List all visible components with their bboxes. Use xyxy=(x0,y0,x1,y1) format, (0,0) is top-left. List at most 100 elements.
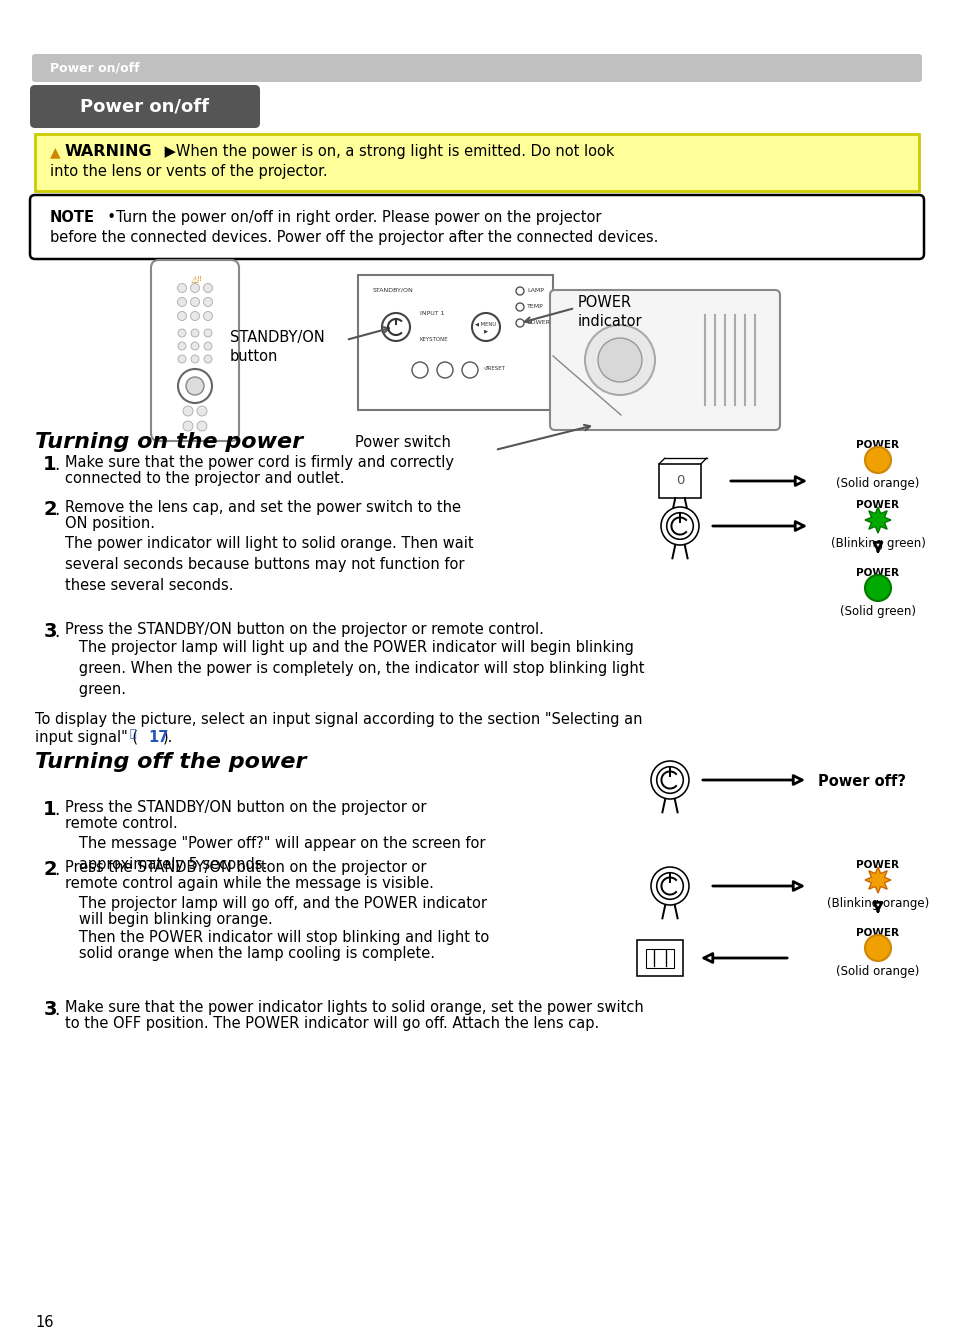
Circle shape xyxy=(864,447,890,473)
Text: ◀ MENU: ◀ MENU xyxy=(475,321,497,327)
Text: 2: 2 xyxy=(43,860,57,878)
Circle shape xyxy=(516,287,523,295)
Text: 16: 16 xyxy=(35,1315,53,1330)
Text: ▲: ▲ xyxy=(50,145,61,159)
Text: The message "Power off?" will appear on the screen for
   approximately 5 second: The message "Power off?" will appear on … xyxy=(65,836,485,872)
Text: Power on/off: Power on/off xyxy=(50,62,139,75)
Text: into the lens or vents of the projector.: into the lens or vents of the projector. xyxy=(50,163,327,179)
Text: Power switch: Power switch xyxy=(355,435,451,450)
FancyBboxPatch shape xyxy=(637,940,682,976)
Text: .: . xyxy=(54,501,59,520)
Circle shape xyxy=(461,362,477,378)
Text: (Solid orange): (Solid orange) xyxy=(836,965,919,977)
Text: POWER
indicator: POWER indicator xyxy=(578,295,642,328)
Text: 3: 3 xyxy=(43,1000,56,1019)
Circle shape xyxy=(178,355,186,363)
Circle shape xyxy=(191,297,199,307)
Polygon shape xyxy=(864,866,890,893)
Text: 3: 3 xyxy=(43,623,56,641)
FancyBboxPatch shape xyxy=(30,84,260,129)
Circle shape xyxy=(196,420,207,431)
Text: (Solid green): (Solid green) xyxy=(840,605,915,619)
FancyBboxPatch shape xyxy=(35,134,918,191)
Text: Press the STANDBY/ON button on the projector or remote control.: Press the STANDBY/ON button on the proje… xyxy=(65,623,543,637)
Text: POWER: POWER xyxy=(856,499,899,510)
Text: KEYSTONE: KEYSTONE xyxy=(419,337,448,341)
Text: •Turn the power on/off in right order. Please power on the projector: •Turn the power on/off in right order. P… xyxy=(98,210,601,225)
Circle shape xyxy=(204,355,212,363)
Text: POWER: POWER xyxy=(856,928,899,939)
Text: .: . xyxy=(54,623,59,641)
Circle shape xyxy=(381,313,410,341)
Text: .: . xyxy=(54,801,59,819)
FancyBboxPatch shape xyxy=(645,948,674,968)
Circle shape xyxy=(178,329,186,337)
Text: 1: 1 xyxy=(43,455,57,474)
Text: remote control again while the message is visible.: remote control again while the message i… xyxy=(65,876,434,890)
FancyBboxPatch shape xyxy=(357,274,553,410)
Text: Turning on the power: Turning on the power xyxy=(35,432,303,453)
Circle shape xyxy=(191,329,199,337)
Text: connected to the projector and outlet.: connected to the projector and outlet. xyxy=(65,471,344,486)
Circle shape xyxy=(203,312,213,320)
Circle shape xyxy=(584,325,655,395)
Circle shape xyxy=(178,341,186,349)
Text: .: . xyxy=(54,1002,59,1019)
Circle shape xyxy=(864,935,890,961)
FancyBboxPatch shape xyxy=(550,291,780,430)
Text: To display the picture, select an input signal according to the section "Selecti: To display the picture, select an input … xyxy=(35,712,641,727)
Text: POWER: POWER xyxy=(856,568,899,578)
Text: input signal" (: input signal" ( xyxy=(35,730,138,744)
Text: ▶When the power is on, a strong light is emitted. Do not look: ▶When the power is on, a strong light is… xyxy=(160,145,614,159)
Text: remote control.: remote control. xyxy=(65,815,177,832)
Text: TEMP: TEMP xyxy=(526,304,543,309)
Text: 17: 17 xyxy=(148,730,168,744)
Circle shape xyxy=(177,312,186,320)
Text: Make sure that the power indicator lights to solid orange, set the power switch: Make sure that the power indicator light… xyxy=(65,1000,643,1015)
Circle shape xyxy=(864,574,890,601)
Circle shape xyxy=(203,284,213,292)
Text: Power off?: Power off? xyxy=(817,774,905,789)
Circle shape xyxy=(472,313,499,341)
Circle shape xyxy=(177,297,186,307)
Text: STANDBY/ON: STANDBY/ON xyxy=(373,287,414,292)
Text: solid orange when the lamp cooling is complete.: solid orange when the lamp cooling is co… xyxy=(65,945,435,961)
Text: 0: 0 xyxy=(675,474,683,487)
Text: Press the STANDBY/ON button on the projector or: Press the STANDBY/ON button on the proje… xyxy=(65,799,426,815)
Text: ↺RESET: ↺RESET xyxy=(482,366,504,371)
Text: (Blinking orange): (Blinking orange) xyxy=(826,897,928,911)
Text: WARNING: WARNING xyxy=(65,145,152,159)
Text: .: . xyxy=(54,861,59,878)
Text: before the connected devices. Power off the projector after the connected device: before the connected devices. Power off … xyxy=(50,230,658,245)
Circle shape xyxy=(516,303,523,311)
Circle shape xyxy=(204,329,212,337)
Text: ).: ). xyxy=(163,730,173,744)
Text: to the OFF position. The POWER indicator will go off. Attach the lens cap.: to the OFF position. The POWER indicator… xyxy=(65,1016,598,1031)
Text: will begin blinking orange.: will begin blinking orange. xyxy=(65,912,273,927)
Text: Power on/off: Power on/off xyxy=(80,98,210,115)
Text: 2: 2 xyxy=(43,499,57,520)
Text: !!: !! xyxy=(197,276,203,283)
Text: 1: 1 xyxy=(43,799,57,819)
Circle shape xyxy=(178,370,212,403)
Text: (Solid orange): (Solid orange) xyxy=(836,477,919,490)
Circle shape xyxy=(183,406,193,416)
Text: POWER: POWER xyxy=(856,860,899,870)
Circle shape xyxy=(660,507,699,545)
Text: (Blinking green): (Blinking green) xyxy=(830,537,924,550)
Text: .: . xyxy=(54,457,59,474)
FancyBboxPatch shape xyxy=(659,463,700,498)
Circle shape xyxy=(186,378,204,395)
Text: POWER: POWER xyxy=(856,441,899,450)
Circle shape xyxy=(516,319,523,327)
Text: INPUT 1: INPUT 1 xyxy=(419,311,444,316)
Circle shape xyxy=(177,284,186,292)
Circle shape xyxy=(191,341,199,349)
Circle shape xyxy=(436,362,453,378)
Circle shape xyxy=(650,866,688,905)
Circle shape xyxy=(656,767,682,793)
Circle shape xyxy=(203,297,213,307)
FancyBboxPatch shape xyxy=(30,195,923,258)
Circle shape xyxy=(650,761,688,799)
Text: LAMP: LAMP xyxy=(526,288,543,293)
